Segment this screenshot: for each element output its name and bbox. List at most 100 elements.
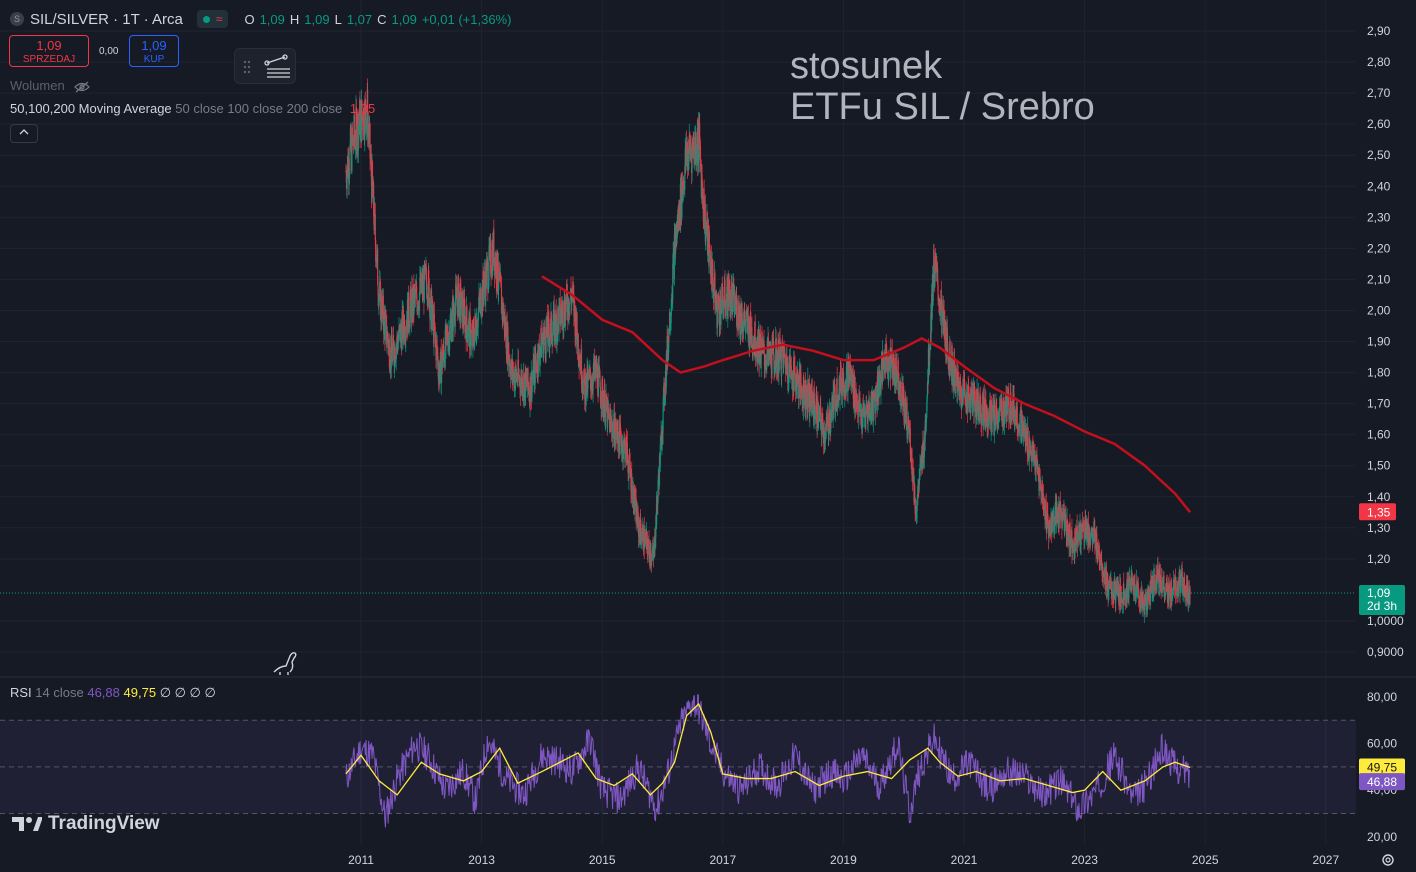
candle-body: [1007, 392, 1010, 395]
y-axis-label: 2,50: [1367, 148, 1391, 162]
rsi-axis-label: 60,00: [1367, 737, 1397, 751]
candle-body: [1101, 567, 1103, 576]
sell-button[interactable]: 1,09 SPRZEDAJ: [9, 35, 89, 67]
candle-body: [660, 431, 663, 450]
candle-body: [871, 391, 874, 416]
candle-body: [508, 343, 510, 360]
x-axis-label: 2011: [348, 853, 374, 867]
candle-body: [398, 325, 400, 339]
drawing-toolbar[interactable]: [234, 48, 296, 84]
candle-body: [722, 309, 725, 317]
sell-price: 1,09: [36, 38, 62, 53]
buy-button[interactable]: 1,09 KUP: [129, 35, 179, 67]
dino-icon[interactable]: [270, 648, 300, 681]
candle-body: [821, 423, 823, 435]
candle-body: [1059, 502, 1061, 513]
candle-body: [537, 344, 540, 374]
candle-body: [1011, 413, 1014, 415]
candle-body: [1108, 580, 1110, 583]
ohlc-low: 1,07: [346, 11, 373, 27]
candle-body: [818, 410, 820, 423]
candle-body: [1050, 513, 1053, 533]
candle-body: [1061, 512, 1063, 529]
candle-body: [470, 345, 472, 350]
candle-body: [471, 332, 473, 334]
candle-body: [346, 170, 348, 190]
candle-body: [1173, 580, 1175, 585]
collapse-legend-button[interactable]: [10, 124, 38, 143]
candle-body: [883, 361, 885, 370]
candle-body: [728, 282, 730, 302]
candle-body: [461, 293, 463, 310]
candle-body: [1065, 523, 1067, 536]
candle-body: [1093, 528, 1095, 535]
candle-body: [490, 274, 493, 276]
chevron-up-icon: [19, 129, 29, 135]
candle-body: [690, 147, 692, 155]
candle-body: [614, 430, 616, 446]
candle-body: [1093, 528, 1095, 530]
candle-body: [546, 315, 548, 338]
candle-body: [527, 368, 529, 386]
candle-body: [478, 294, 480, 307]
symbol-title[interactable]: SIL/SILVER · 1T · Arca: [30, 10, 183, 28]
candle-body: [449, 319, 452, 321]
buy-price: 1,09: [141, 38, 167, 53]
candle-body: [1157, 576, 1159, 579]
candle-body: [727, 310, 729, 317]
candle-body: [831, 396, 833, 406]
eye-off-icon[interactable]: [74, 81, 91, 93]
candle-body: [367, 124, 370, 133]
candle-body: [896, 374, 899, 377]
candle-body: [1007, 393, 1009, 413]
candle-body: [744, 322, 747, 330]
tradingview-logo[interactable]: TradingView: [12, 813, 160, 835]
candle-body: [899, 385, 901, 395]
chart-annotation[interactable]: stosunek ETFu SIL / Srebro: [790, 45, 1095, 128]
candle-body: [709, 253, 711, 268]
market-status[interactable]: ≈: [196, 10, 229, 28]
candle-body: [1008, 418, 1010, 420]
candle-body: [615, 432, 618, 439]
y-axis-label: 1,50: [1367, 459, 1391, 473]
candle-body: [476, 319, 478, 335]
candle-body: [428, 279, 430, 310]
candle-body: [585, 396, 587, 405]
rsi-axis-label: 20,00: [1367, 830, 1397, 844]
candle-body: [951, 345, 953, 382]
candle-body: [862, 404, 864, 410]
candle-body: [1001, 399, 1003, 424]
settings-gear-icon[interactable]: [1382, 854, 1394, 866]
ma-legend[interactable]: 50,100,200 Moving Average 50 close 100 c…: [10, 101, 375, 116]
candle-body: [947, 359, 950, 367]
candle-body: [558, 305, 560, 332]
candle-body: [547, 315, 550, 319]
candle-body: [549, 319, 552, 337]
rsi-legend[interactable]: RSI 14 close 46,88 49,75 ∅ ∅ ∅ ∅: [10, 685, 216, 701]
candle-body: [1152, 576, 1154, 595]
symbol-icon[interactable]: S: [10, 12, 24, 26]
candle-body: [996, 410, 998, 424]
candle-body: [992, 408, 994, 410]
candle-body: [861, 417, 864, 429]
candle-body: [702, 198, 704, 202]
candle-body: [877, 391, 879, 401]
candle-body: [1076, 526, 1078, 532]
drag-handle-icon[interactable]: [235, 49, 297, 85]
candle-body: [793, 366, 796, 368]
candle-body: [559, 319, 562, 325]
volume-indicator[interactable]: Wolumen: [10, 78, 91, 93]
candle-body: [901, 382, 903, 401]
candle-body: [624, 441, 626, 462]
candle-body: [608, 416, 610, 418]
candle-body: [1011, 410, 1013, 414]
candle-body: [888, 357, 891, 360]
candle-body: [469, 313, 471, 320]
candle-body: [846, 361, 848, 363]
candle-body: [681, 181, 683, 217]
candle-body: [455, 284, 457, 306]
candle-body: [428, 269, 430, 280]
candle-body: [369, 123, 371, 159]
candle-body: [1120, 593, 1122, 602]
